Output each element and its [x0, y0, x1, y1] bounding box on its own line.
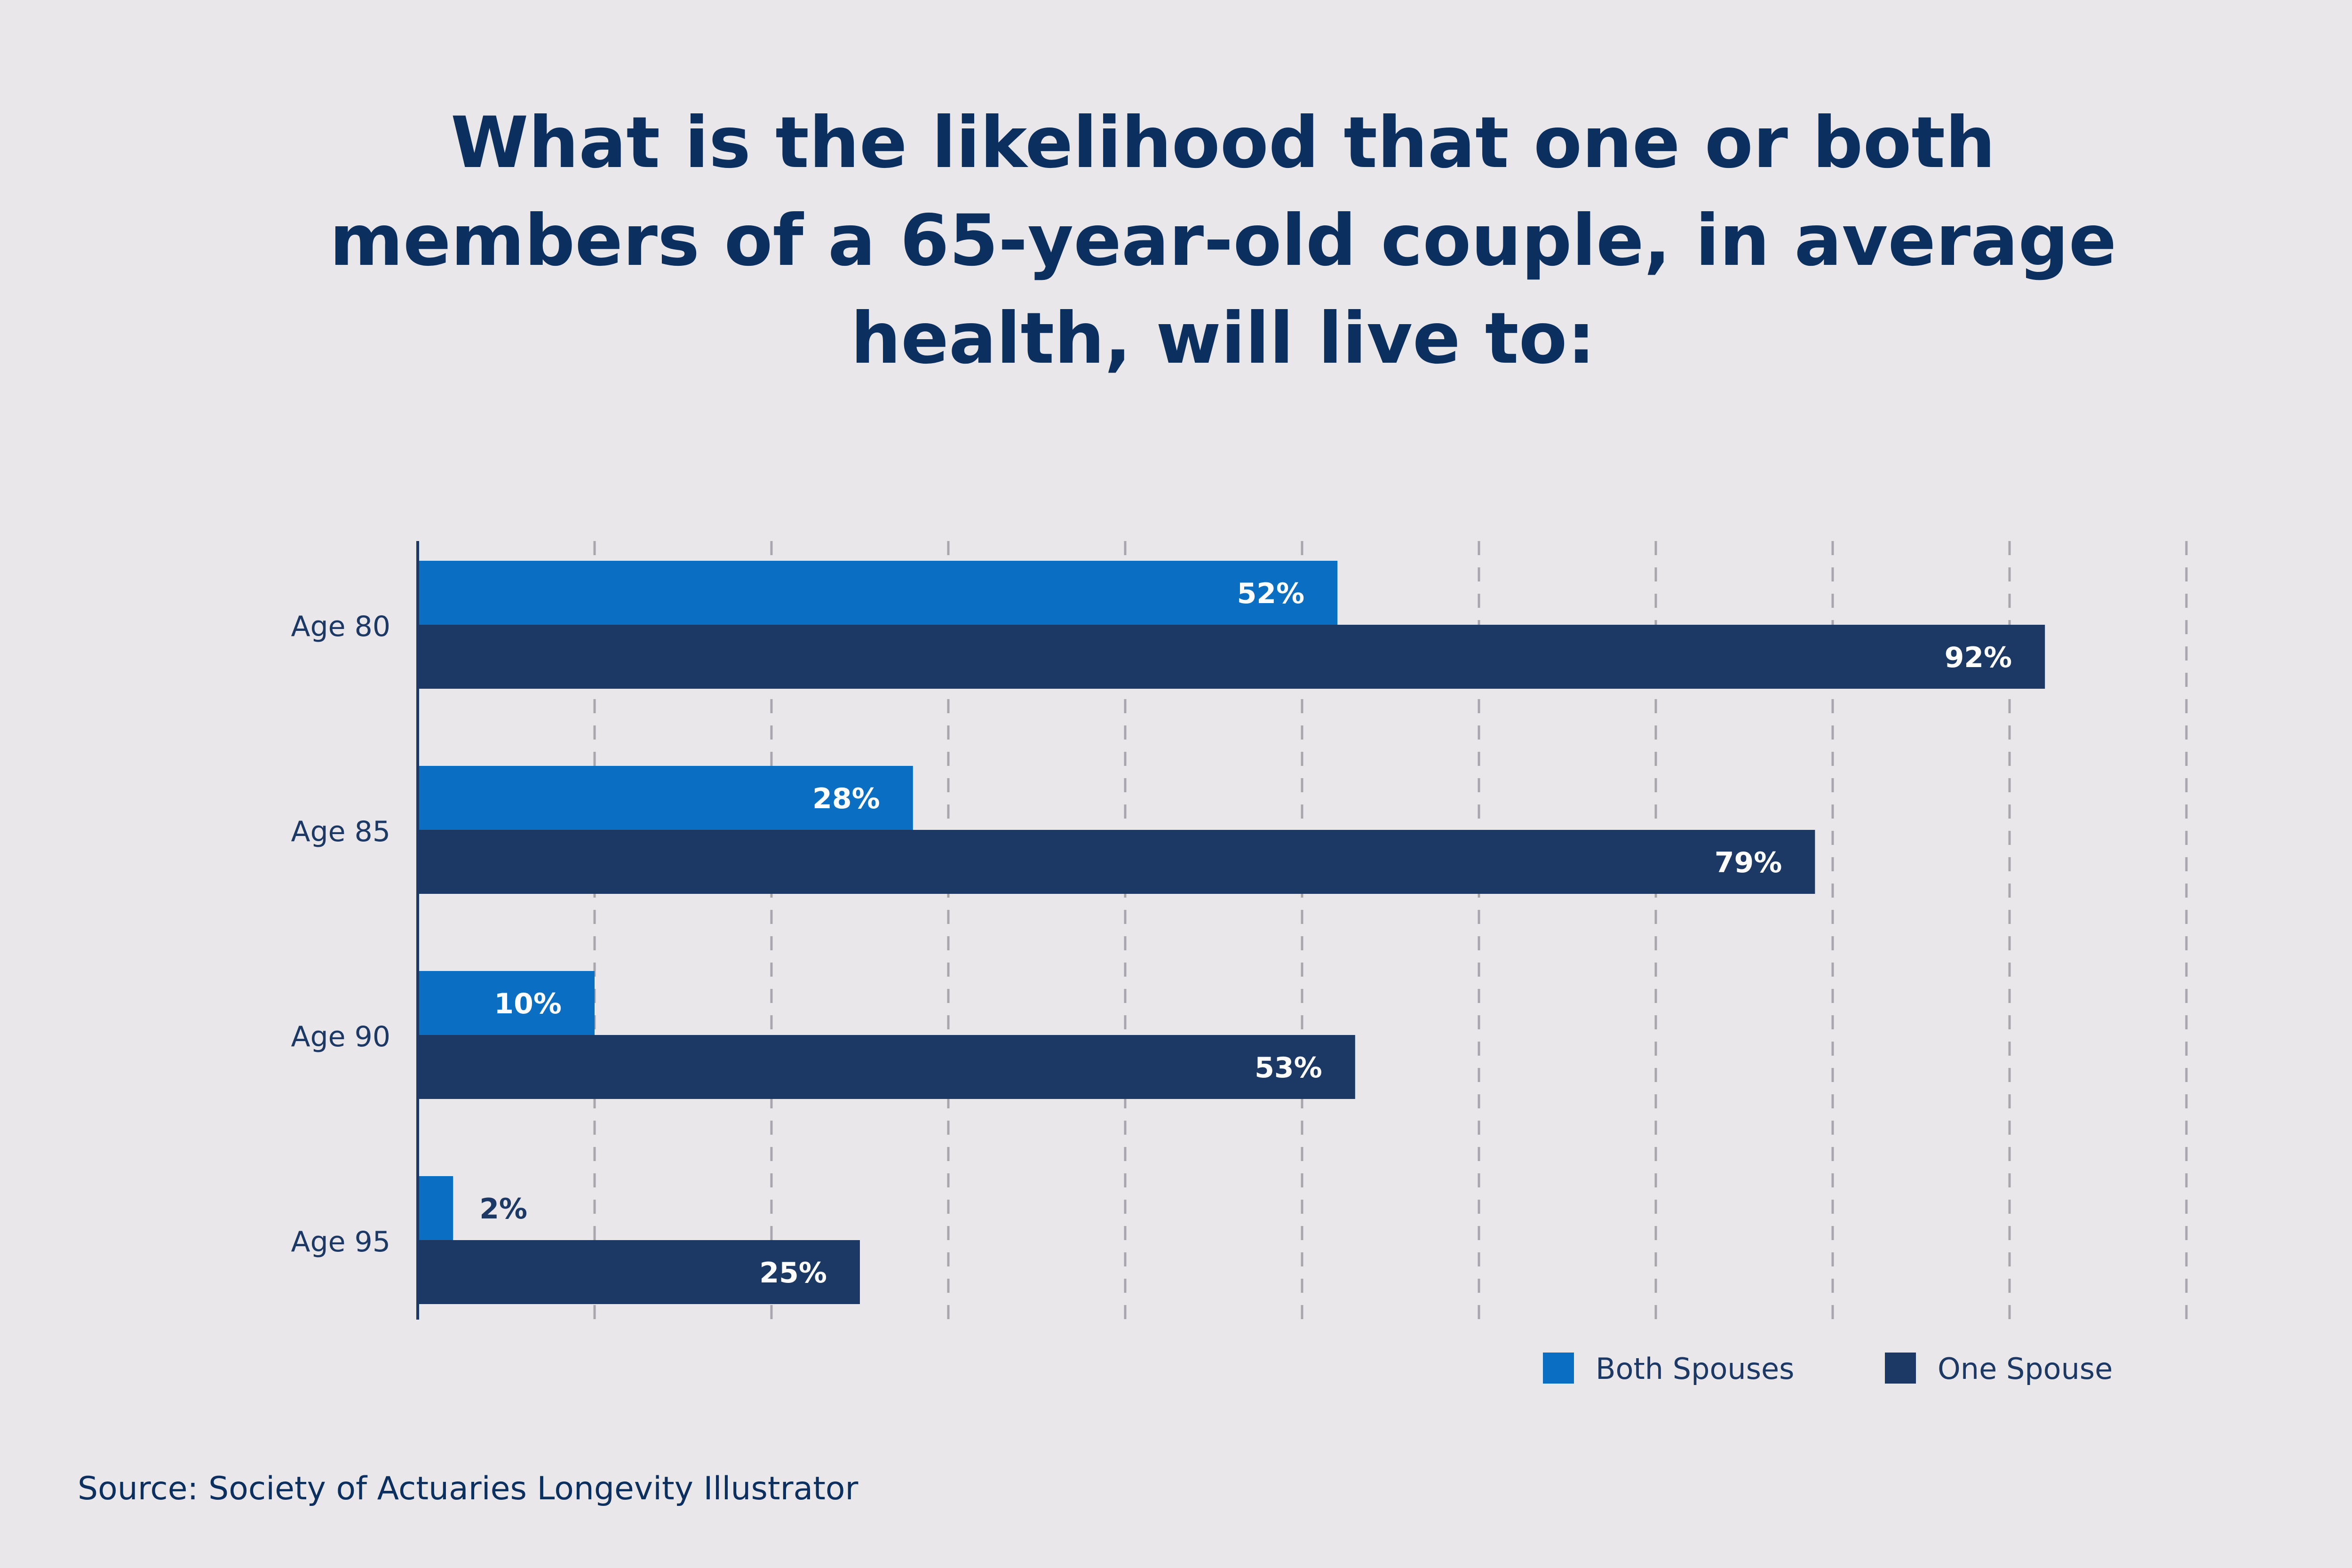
data-label: 79% [1715, 846, 1782, 879]
category-label: Age 85 [291, 815, 390, 848]
data-label: 52% [1237, 577, 1305, 610]
chart-title: What is the likelihood that one or both … [329, 102, 2117, 380]
bar-both-spouses [418, 971, 595, 1035]
legend-label-both-spouses: Both Spouses [1596, 1352, 1794, 1386]
category-label: Age 80 [291, 610, 390, 643]
data-label: 28% [812, 782, 880, 815]
bar-one-spouse [418, 625, 2045, 689]
bars [418, 561, 2045, 1304]
bar-one-spouse [418, 1035, 1355, 1099]
data-label: 92% [1945, 641, 2012, 674]
legend-label-one-spouse: One Spouse [1938, 1352, 2113, 1386]
data-label: 2% [479, 1193, 527, 1226]
bar-both-spouses [418, 1176, 453, 1240]
legend: Both Spouses One Spouse [1543, 1352, 2113, 1386]
data-label: 10% [494, 987, 562, 1020]
bar-both-spouses [418, 561, 1338, 625]
legend-swatch-one-spouse [1885, 1353, 1916, 1384]
data-label: 25% [759, 1257, 827, 1289]
category-labels: Age 80 Age 85 Age 90 Age 95 [291, 610, 390, 1258]
category-label: Age 95 [291, 1226, 390, 1258]
bar-one-spouse [418, 830, 1815, 894]
bar-both-spouses [418, 766, 913, 830]
bar-one-spouse [418, 1240, 860, 1304]
legend-swatch-both-spouses [1543, 1353, 1574, 1384]
category-label: Age 90 [291, 1020, 390, 1053]
source-note: Source: Society of Actuaries Longevity I… [78, 1470, 858, 1507]
data-label: 53% [1255, 1051, 1322, 1084]
data-labels: 52% 92% 28% 79% 10% 53% 2% 25% [479, 577, 2012, 1289]
